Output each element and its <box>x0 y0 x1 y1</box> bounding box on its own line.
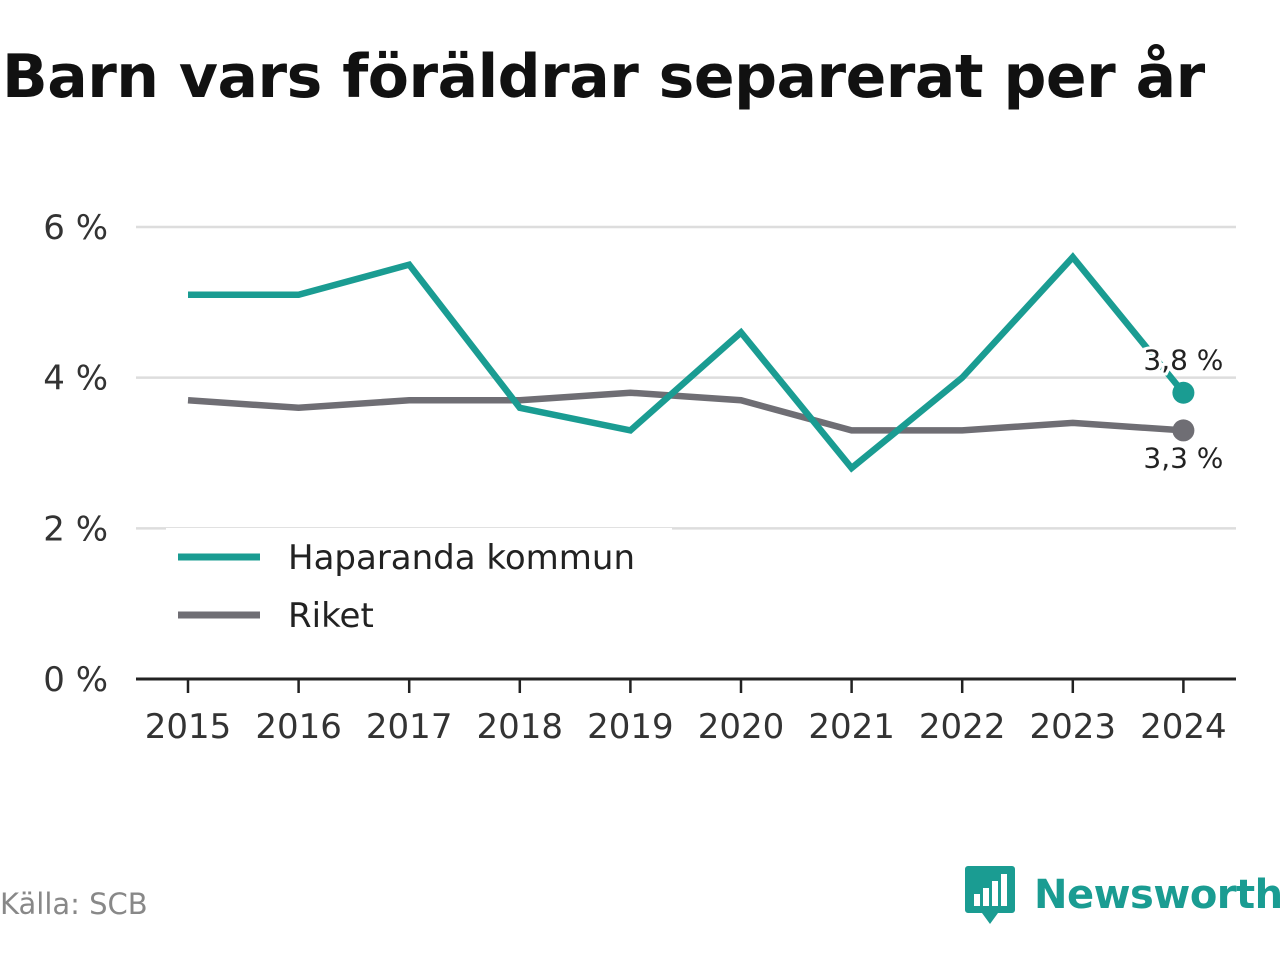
series-lines <box>187 252 1195 473</box>
series-line <box>187 389 1184 434</box>
x-tick-label: 2021 <box>808 707 895 747</box>
chart-title: Barn vars föräldrar separerat per år <box>2 42 1205 112</box>
series-end-point <box>1172 381 1195 404</box>
series-end-point <box>1172 419 1195 442</box>
brand-logo: Newsworthy <box>964 862 1280 928</box>
bar-chart-speech-bubble-icon <box>965 866 1015 924</box>
legend-background <box>166 528 672 650</box>
legend: Haparanda kommun Riket <box>166 528 672 650</box>
y-tick-label: 4 % <box>43 359 108 399</box>
brand-name: Newsworthy <box>1034 872 1280 918</box>
end-labels: 3,8 % 3,3 % <box>1140 341 1226 478</box>
x-tick-label: 2023 <box>1030 707 1117 747</box>
x-tick-label: 2024 <box>1140 707 1227 747</box>
series-line <box>188 252 1186 473</box>
y-tick-label: 0 % <box>43 660 108 700</box>
series-end-label: 3,3 % <box>1143 441 1223 474</box>
x-tick-label: 2022 <box>919 707 1006 747</box>
x-tick-label: 2019 <box>587 707 674 747</box>
y-tick-label: 2 % <box>43 509 108 549</box>
y-axis-ticks: 0 % 2 % 4 % 6 % <box>43 208 108 700</box>
y-tick-label: 6 % <box>43 208 108 248</box>
series-end-label: 3,8 % <box>1143 344 1223 377</box>
x-tick-label: 2017 <box>366 707 453 747</box>
x-tick-label: 2016 <box>255 707 342 747</box>
legend-label: Haparanda kommun <box>288 538 635 578</box>
x-tick-label: 2015 <box>145 707 232 747</box>
x-axis-ticks: 2015 2016 2017 2018 2019 2020 2021 2022 2023 2024 <box>145 679 1227 747</box>
x-tick-label: 2020 <box>698 707 785 747</box>
source-note: Källa: SCB <box>0 887 148 921</box>
legend-label: Riket <box>288 596 374 636</box>
x-tick-label: 2018 <box>477 707 564 747</box>
